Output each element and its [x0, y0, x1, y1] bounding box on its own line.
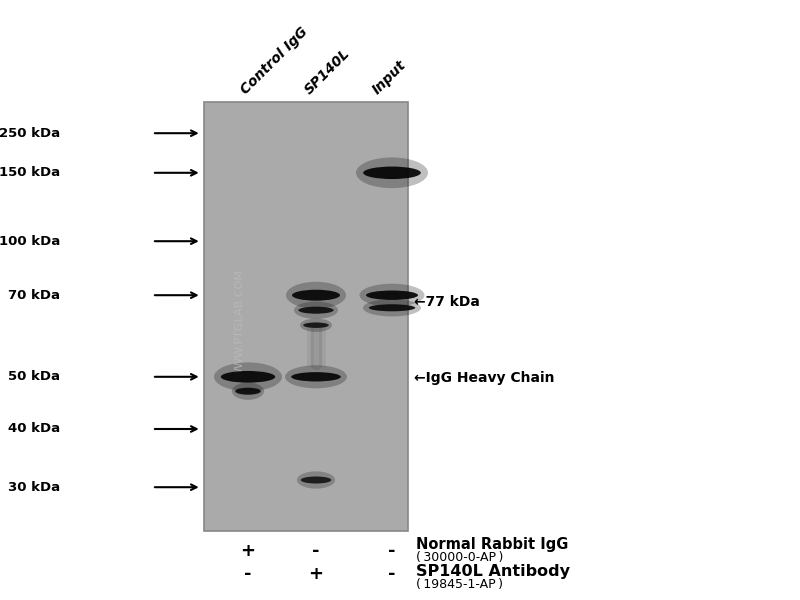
Ellipse shape	[356, 157, 428, 188]
Ellipse shape	[297, 472, 335, 488]
Ellipse shape	[294, 302, 338, 319]
Text: +: +	[241, 542, 255, 560]
Text: Normal Rabbit IgG: Normal Rabbit IgG	[416, 536, 568, 552]
Ellipse shape	[366, 290, 418, 300]
Ellipse shape	[286, 282, 346, 308]
Text: SP140L Antibody: SP140L Antibody	[416, 564, 570, 578]
Text: 70 kDa: 70 kDa	[8, 289, 60, 302]
Text: -: -	[388, 542, 396, 560]
Ellipse shape	[291, 372, 341, 382]
Ellipse shape	[285, 365, 347, 388]
Ellipse shape	[232, 383, 264, 400]
Text: +: +	[309, 565, 323, 583]
Ellipse shape	[359, 284, 425, 307]
Text: -: -	[244, 565, 252, 583]
Ellipse shape	[363, 299, 421, 316]
Text: WWW.PTGLAB.COM: WWW.PTGLAB.COM	[235, 269, 245, 379]
Text: 40 kDa: 40 kDa	[8, 422, 60, 436]
Text: 150 kDa: 150 kDa	[0, 166, 60, 179]
Text: ←IgG Heavy Chain: ←IgG Heavy Chain	[414, 371, 555, 385]
Ellipse shape	[235, 388, 261, 395]
Text: 50 kDa: 50 kDa	[8, 370, 60, 383]
Text: ( 30000-0-AP ): ( 30000-0-AP )	[416, 551, 503, 564]
Text: Input: Input	[370, 58, 409, 97]
Text: Control IgG: Control IgG	[238, 25, 311, 97]
Ellipse shape	[221, 371, 275, 383]
Ellipse shape	[300, 319, 332, 332]
Text: -: -	[312, 542, 320, 560]
Ellipse shape	[298, 307, 334, 314]
Ellipse shape	[214, 362, 282, 391]
Text: SP140L: SP140L	[302, 46, 354, 97]
Text: -: -	[388, 565, 396, 583]
Ellipse shape	[303, 322, 329, 328]
Ellipse shape	[363, 167, 421, 179]
Ellipse shape	[292, 290, 340, 301]
Text: ←77 kDa: ←77 kDa	[414, 295, 480, 309]
Text: 250 kDa: 250 kDa	[0, 127, 60, 140]
Text: ( 19845-1-AP ): ( 19845-1-AP )	[416, 578, 503, 591]
Text: 100 kDa: 100 kDa	[0, 235, 60, 248]
Ellipse shape	[301, 476, 331, 484]
Text: 30 kDa: 30 kDa	[8, 481, 60, 494]
FancyBboxPatch shape	[204, 102, 408, 531]
Ellipse shape	[369, 304, 415, 311]
